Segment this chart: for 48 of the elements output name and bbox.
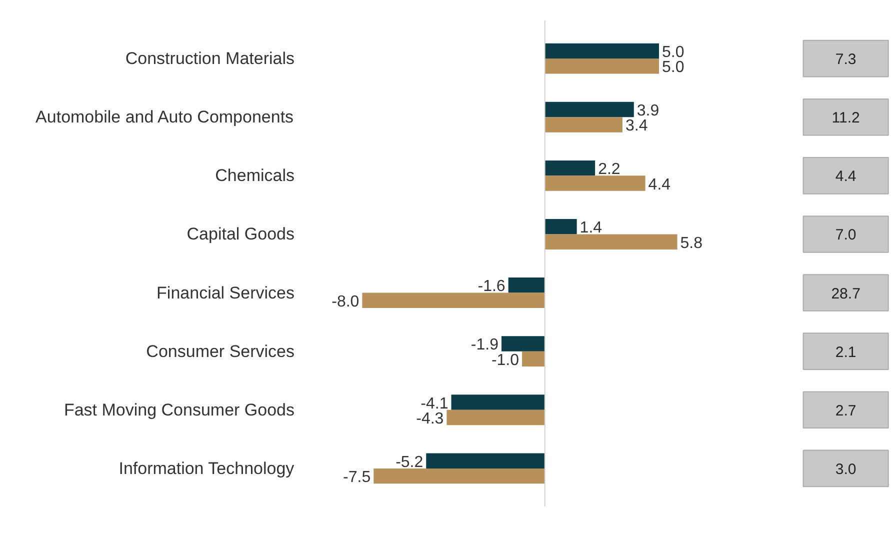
text: 2.7 [835, 402, 856, 420]
y-tick-label: Consumer Services [146, 342, 294, 361]
data-label: -4.1 [420, 395, 448, 412]
bar [501, 336, 545, 352]
data-label: 3.4 [625, 118, 648, 135]
bar [544, 160, 596, 176]
data-label: 5.0 [662, 44, 684, 61]
bar [522, 351, 545, 367]
text: 7.3 [835, 51, 856, 68]
bar [544, 117, 622, 132]
y-tick-label: Chemicals [215, 166, 295, 186]
data-label: 3.9 [636, 102, 660, 120]
text: 3.0 [835, 460, 856, 478]
data-label: -1.9 [470, 336, 499, 354]
y-tick-label: Automobile and Auto Components [36, 108, 294, 127]
bar [508, 278, 545, 293]
text: 28.7 [831, 285, 860, 302]
y-tick-label: Fast Moving Consumer Goods [64, 400, 295, 420]
bar [544, 234, 678, 250]
bar [446, 410, 545, 426]
y-tick-label: Information Technology [118, 458, 295, 478]
bar [544, 43, 659, 59]
bar [544, 58, 659, 74]
data-label: 2.2 [598, 161, 620, 178]
y-tick-label: Financial Services [156, 283, 295, 302]
data-label: 1.4 [580, 220, 602, 237]
bar [544, 219, 577, 234]
data-label: 5.8 [680, 234, 703, 252]
text: 7.0 [835, 226, 856, 244]
bar [544, 102, 634, 118]
data-label: -1.6 [478, 278, 506, 296]
bar [426, 453, 545, 468]
bar [362, 292, 545, 308]
bar [374, 468, 545, 484]
bar [544, 176, 646, 191]
text: 4.4 [835, 168, 856, 186]
bar [451, 394, 545, 410]
y-tick-label: Capital Goods [186, 224, 295, 244]
data-label: 5.0 [662, 59, 684, 76]
y-tick-label: Construction Materials [125, 49, 295, 68]
text: 2.1 [835, 344, 856, 361]
data-label: 4.4 [648, 176, 671, 194]
data-label: -1.0 [491, 352, 520, 369]
data-label: -5.2 [396, 454, 424, 471]
data-label: -8.0 [332, 293, 360, 310]
text: 11.2 [832, 110, 860, 127]
data-label: -7.5 [343, 469, 371, 486]
data-label: -4.3 [416, 410, 444, 428]
